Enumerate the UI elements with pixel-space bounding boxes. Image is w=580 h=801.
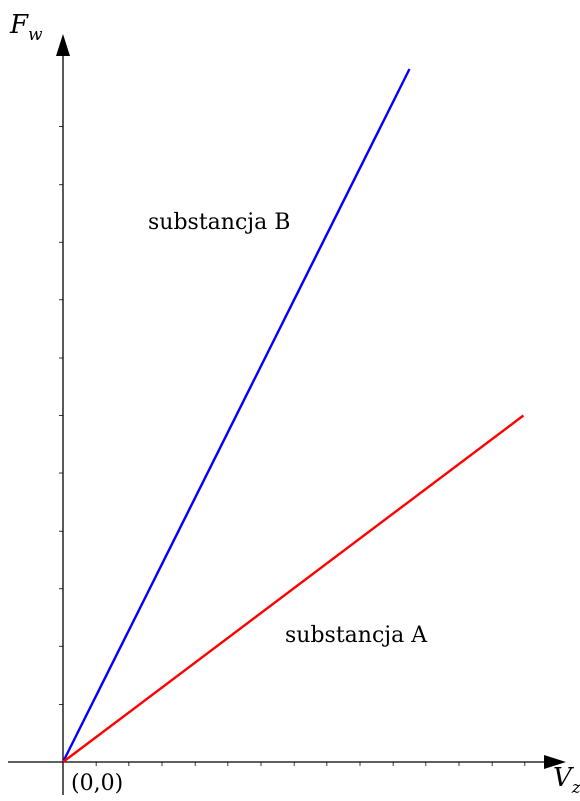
y-ticks [59, 126, 63, 705]
series-line-substancja-a [62, 414, 525, 763]
origin-label: (0,0) [71, 771, 123, 796]
series-lines [61, 68, 525, 763]
x-axis-arrow-icon [544, 755, 566, 769]
series-line-substancja-b [61, 68, 411, 763]
x-axis-label: Vz [553, 763, 580, 798]
y-axis-label-main: F [9, 10, 29, 40]
x-axis-label-main: V [553, 763, 574, 793]
x-axis-label-sub: z [571, 778, 580, 798]
axes [8, 34, 566, 795]
y-axis-label-sub: w [28, 25, 43, 45]
series-label-substancja-b: substancja B [148, 210, 290, 235]
y-axis-label: Fw [9, 10, 43, 45]
x-ticks [95, 762, 526, 766]
y-axis-arrow-icon [56, 34, 70, 56]
series-label-substancja-a: substancja A [285, 623, 428, 648]
